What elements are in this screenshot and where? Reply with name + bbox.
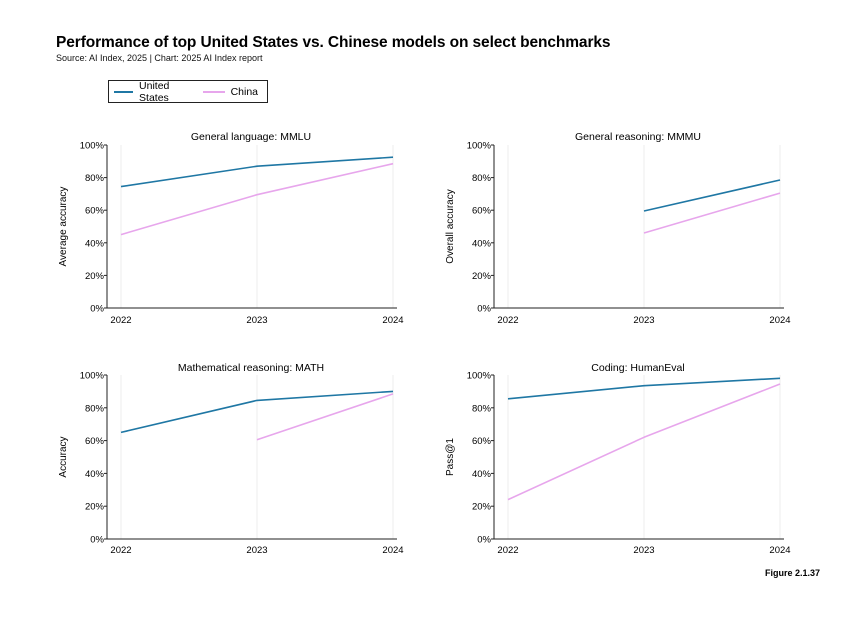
panel-3-y-tick-label: 100% [80,371,105,382]
legend: United States China [108,80,268,104]
panel-1-y-tick-label: 20% [85,271,105,282]
panel-2-title: General reasoning: MMMU [575,131,701,143]
panel-1-x-tick-label: 2024 [382,315,403,326]
panel-3-y-tick-label: 0% [90,535,104,546]
panel-4-y-axis-label: Pass@1 [445,438,456,476]
panel-3-series-china [256,393,394,441]
panel-4-series-china [507,383,781,501]
panel-4-x-tick-label: 2022 [497,545,518,556]
panel-4-x-tick-label: 2024 [769,545,790,556]
panel-4-title: Coding: HumanEval [591,362,684,374]
legend-label-united-states: United States [139,79,170,104]
legend-swatch-china [202,90,225,93]
panel-4-y-tick-label: 0% [477,535,491,546]
legend-swatch-united-states [114,90,134,93]
legend-label-china: China [230,85,258,98]
panel-1-x-tick-label: 2023 [246,315,267,326]
panel-3-x-tick-label: 2023 [246,545,267,556]
panel-1-y-tick-label: 60% [85,206,105,217]
panel-2-y-tick-label: 80% [472,173,492,184]
panel-2-x-tick-label: 2024 [769,315,790,326]
panel-2-x-tick-label: 2023 [633,315,654,326]
panel-3-y-tick-label: 80% [85,403,105,414]
panel-1-title: General language: MMLU [191,131,311,143]
panel-2-y-tick-label: 40% [472,238,492,249]
panel-4-y-tick-label: 40% [472,469,492,480]
panel-1-y-tick-label: 40% [85,238,105,249]
panel-3-y-tick-label: 40% [85,469,105,480]
panel-2-x-tick-label: 2022 [497,315,518,326]
panel-2-y-axis-label: Overall accuracy [445,189,456,263]
legend-item-china: China [202,85,258,98]
panel-4-x-tick-label: 2023 [633,545,654,556]
legend-item-united-states: United States [114,80,194,104]
panel-1-y-tick-label: 0% [90,304,104,315]
panel-3-y-tick-label: 20% [85,502,105,513]
panel-2-y-tick-label: 20% [472,271,492,282]
panel-3-y-axis-label: Accuracy [58,436,69,477]
source-note: Source: AI Index, 2025 | Chart: 2025 AI … [56,53,263,63]
page-title: Performance of top United States vs. Chi… [56,34,611,51]
panel-3-y-tick-label: 60% [85,436,105,447]
panel-3-x-tick-label: 2024 [382,545,403,556]
panel-4-y-tick-label: 60% [472,436,492,447]
panel-2-series-china [643,192,781,234]
panel-4-y-tick-label: 20% [472,502,492,513]
panel-1-series-china [120,162,394,236]
panel-3-title: Mathematical reasoning: MATH [178,362,324,374]
panel-2-y-tick-label: 60% [472,206,492,217]
panel-4-y-tick-label: 80% [472,403,492,414]
panel-3-series-united-states [120,390,394,434]
panel-1-y-axis-label: Average accuracy [58,187,69,267]
panel-4-series-united-states [507,377,781,400]
panel-4-y-tick-label: 100% [467,371,492,382]
panel-1-x-tick-label: 2022 [110,315,131,326]
panel-1-y-tick-label: 80% [85,173,105,184]
panel-1-y-tick-label: 100% [80,141,105,152]
panel-2-series-united-states [643,179,781,212]
figure-label: Figure 2.1.37 [764,568,820,578]
panel-2-y-tick-label: 100% [467,141,492,152]
panel-1-series-united-states [120,156,394,188]
panel-2-y-tick-label: 0% [477,304,491,315]
panel-3-x-tick-label: 2022 [110,545,131,556]
